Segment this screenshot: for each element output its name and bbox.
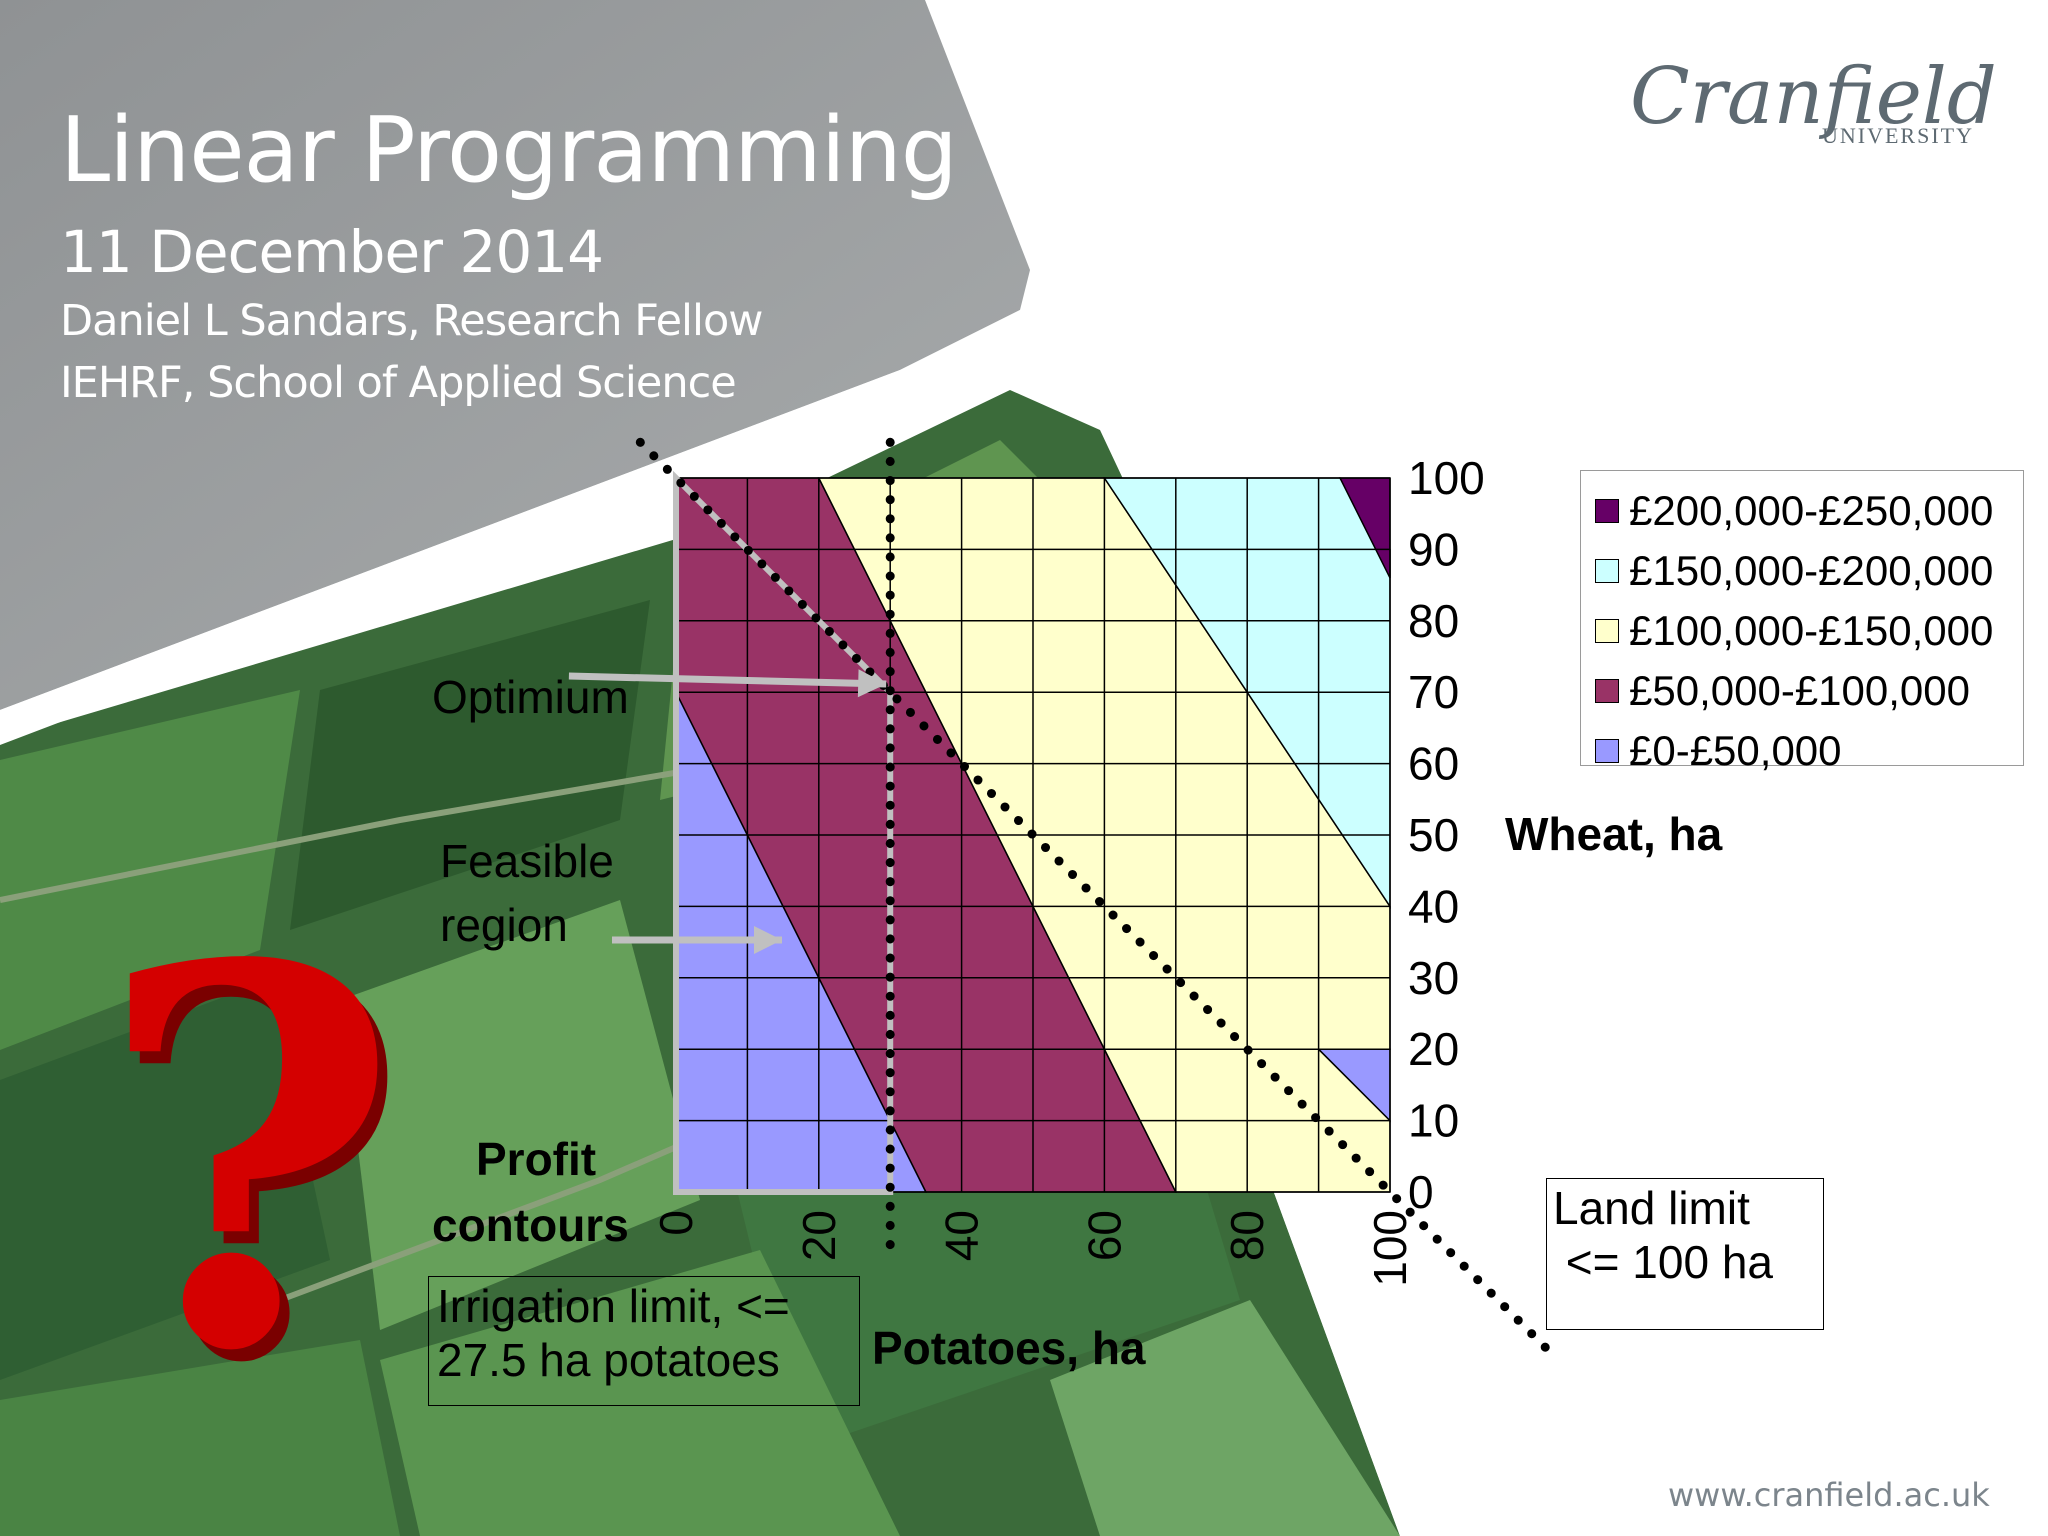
land-limit-box: Land limit <= 100 ha	[1546, 1178, 1824, 1330]
x-tick-label: 100	[1364, 1210, 1416, 1287]
legend-swatch	[1595, 739, 1619, 763]
legend-label: £0-£50,000	[1629, 727, 1842, 774]
y-tick-label: 20	[1408, 1023, 1459, 1075]
chart-legend: £200,000-£250,000 £150,000-£200,000 £100…	[1580, 470, 2024, 774]
legend-item: £0-£50,000	[1595, 721, 2023, 781]
university-logo-subtitle: UNIVERSITY	[1822, 123, 1974, 148]
y-tick-label: 10	[1408, 1095, 1459, 1147]
x-tick-label: 60	[1078, 1210, 1130, 1261]
x-tick-label: 0	[650, 1210, 702, 1236]
legend-item: £50,000-£100,000	[1595, 661, 2023, 721]
header-white-stripe	[0, 310, 1030, 745]
y-axis-label: Wheat, ha	[1505, 808, 1723, 860]
legend-swatch	[1595, 679, 1619, 703]
y-tick-label: 30	[1408, 952, 1459, 1004]
y-tick-label: 40	[1408, 880, 1459, 932]
annotation-arrow-head	[857, 669, 887, 698]
legend-label: £100,000-£150,000	[1629, 607, 1994, 654]
feasible-region-label-line1: Feasible	[440, 835, 614, 887]
y-tick-label: 90	[1408, 523, 1459, 575]
legend-swatch	[1595, 499, 1619, 523]
constraint-lines	[568, 437, 1552, 1354]
y-tick-label: 80	[1408, 595, 1459, 647]
profit-contours-label-line1: Profit	[476, 1133, 597, 1185]
constraint-line	[635, 437, 1552, 1354]
irrigation-limit-line2: 27.5 ha potatoes	[437, 1334, 780, 1386]
legend-swatch	[1595, 619, 1619, 643]
x-tick-label: 20	[793, 1210, 845, 1261]
legend-label: £200,000-£250,000	[1629, 487, 1994, 534]
y-tick-label: 100	[1408, 452, 1485, 504]
question-mark-icon: ?	[96, 854, 401, 1465]
x-tick-label: 40	[936, 1210, 988, 1261]
y-tick-label: 70	[1408, 666, 1459, 718]
legend-item: £100,000-£150,000	[1595, 601, 2023, 661]
legend-item: £150,000-£200,000	[1595, 541, 2023, 601]
chart-grid	[675, 477, 1391, 1193]
slide-affiliation: IEHRF, School of Applied Science	[60, 358, 737, 408]
land-limit-line1: Land limit	[1553, 1182, 1750, 1234]
annotation-arrow-shaft	[568, 672, 887, 688]
footer-url: www.cranfield.ac.uk	[1668, 1476, 1990, 1514]
university-logo: Cranfield	[1630, 52, 1997, 142]
slide-date: 11 December 2014	[60, 218, 604, 286]
slide-author: Daniel L Sandars, Research Fellow	[60, 296, 763, 346]
legend-item: £200,000-£250,000	[1595, 481, 2023, 541]
feasible-region-label-line2: region	[440, 899, 568, 951]
slide-title: Linear Programming	[60, 98, 958, 203]
x-tick-label: 80	[1221, 1210, 1273, 1261]
irrigation-limit-box: Irrigation limit, <= 27.5 ha potatoes	[428, 1276, 860, 1406]
legend-swatch	[1595, 559, 1619, 583]
legend-label: £50,000-£100,000	[1629, 667, 1970, 714]
legend-label: £150,000-£200,000	[1629, 547, 1994, 594]
x-axis-label: Potatoes, ha	[872, 1322, 1146, 1374]
annotation-arrow-head	[754, 926, 782, 954]
profit-contours-label-line2: contours	[432, 1199, 629, 1251]
y-tick-label: 50	[1408, 809, 1459, 861]
optimum-label: Optimium	[432, 671, 629, 723]
land-limit-line2: <= 100 ha	[1553, 1236, 1773, 1288]
y-tick-label: 0	[1408, 1166, 1434, 1218]
header-grey-shape	[0, 0, 1030, 710]
irrigation-limit-line1: Irrigation limit, <=	[437, 1280, 790, 1332]
y-tick-label: 60	[1408, 738, 1459, 790]
